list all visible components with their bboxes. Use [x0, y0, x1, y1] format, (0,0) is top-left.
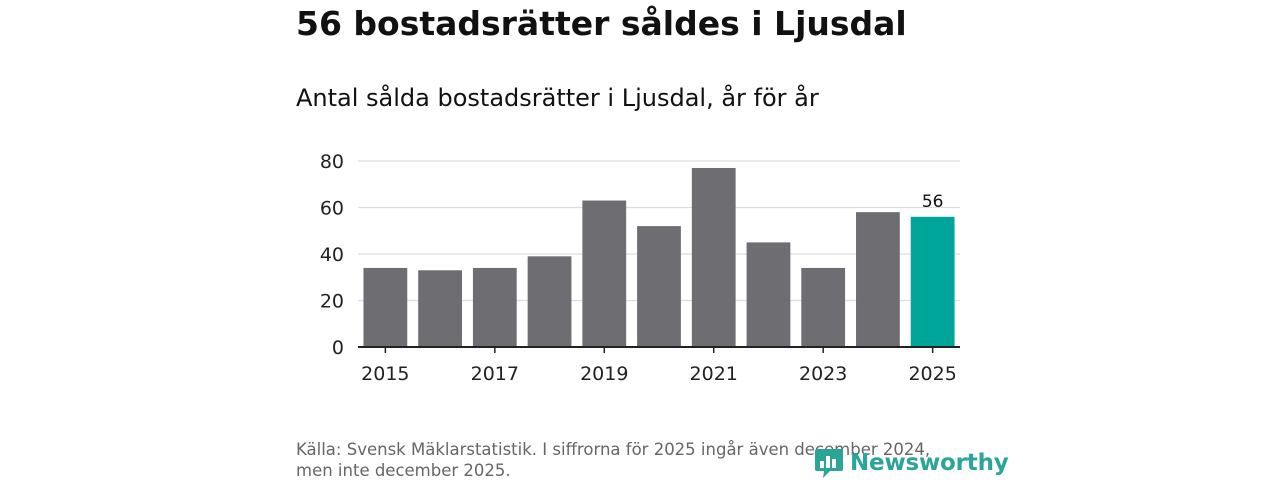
- x-tick-label-2015: 2015: [361, 363, 409, 385]
- bar-2025: [910, 216, 955, 347]
- y-tick-label-40: 40: [320, 244, 344, 266]
- bar-2018: [527, 256, 572, 347]
- bar-2016: [418, 270, 462, 347]
- chart-title: 56 bostadsrätter såldes i Ljusdal: [296, 4, 907, 43]
- y-tick-label-80: 80: [320, 151, 344, 173]
- data-label-2025: 56: [922, 192, 944, 212]
- source-line-1: Källa: Svensk Mäklarstatistik. I siffror…: [296, 440, 931, 459]
- bar-2022: [746, 242, 791, 347]
- source-line-2: men inte december 2025.: [296, 461, 511, 480]
- source-note: Källa: Svensk Mäklarstatistik. I siffror…: [296, 439, 996, 481]
- newsworthy-logo: Newsworthy: [814, 446, 1009, 480]
- logo-text: Newsworthy: [850, 450, 1009, 476]
- bar-2015: [363, 267, 408, 347]
- newsworthy-logo-icon: [815, 449, 843, 478]
- bar-2023: [801, 267, 846, 347]
- bar-2017: [472, 267, 517, 347]
- chart-subtitle: Antal sålda bostadsrätter i Ljusdal, år …: [296, 84, 819, 112]
- bar-2019: [582, 200, 627, 347]
- x-tick-label-2019: 2019: [580, 363, 628, 385]
- x-tick-label-2017: 2017: [471, 363, 519, 385]
- x-tick-label-2021: 2021: [690, 363, 738, 385]
- y-tick-label-20: 20: [320, 291, 344, 313]
- bar-chart: 0 20 40 60 80 2015 2017 2019 2021 2023 2025 56: [320, 151, 960, 385]
- bar-2021: [691, 167, 736, 347]
- x-tick-label-2025: 2025: [908, 363, 956, 385]
- x-tick-label-2023: 2023: [799, 363, 847, 385]
- y-tick-label-0: 0: [332, 337, 344, 359]
- bar-2020: [637, 226, 681, 347]
- bar-2024: [856, 212, 900, 347]
- y-tick-label-60: 60: [320, 198, 344, 220]
